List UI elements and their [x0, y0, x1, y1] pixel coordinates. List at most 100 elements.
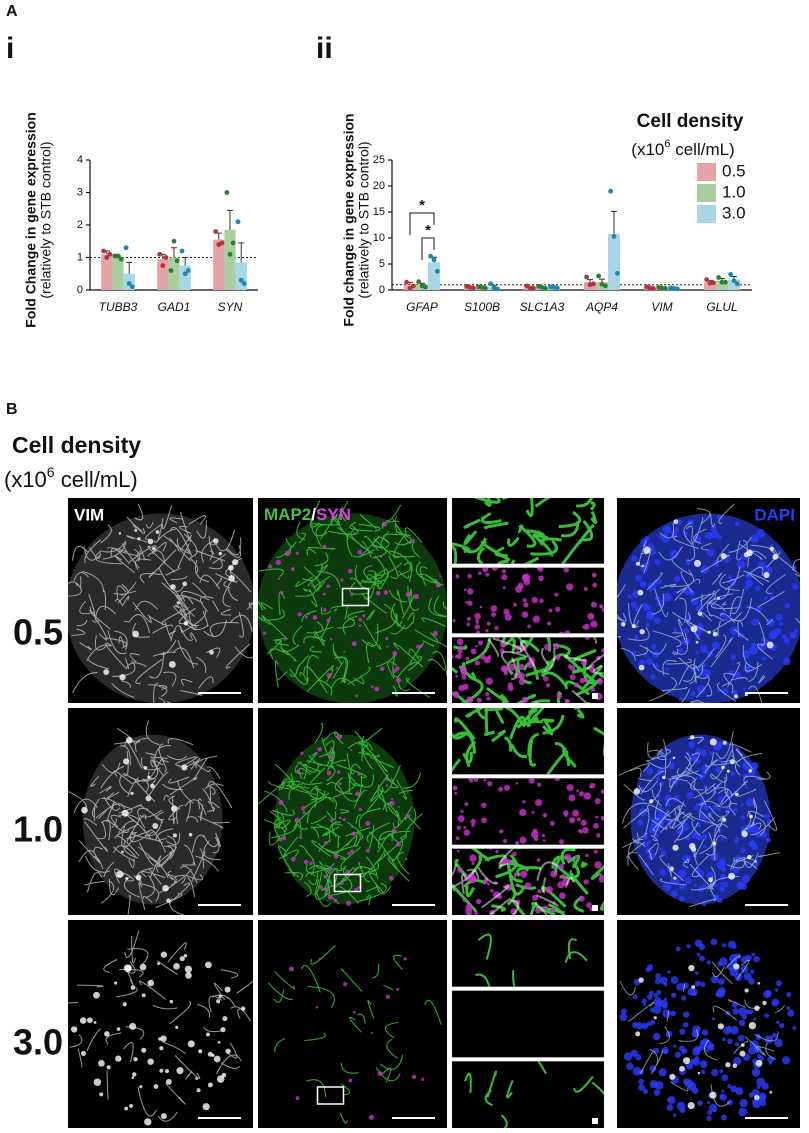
puncta [478, 640, 484, 646]
error-bar [238, 242, 245, 263]
puncta [240, 1006, 246, 1011]
puncta [517, 582, 524, 590]
puncta [323, 874, 328, 879]
puncta [620, 1008, 628, 1015]
x-tick-label: GFAP [406, 300, 438, 314]
puncta [392, 668, 397, 674]
fiber [68, 930, 253, 1122]
puncta [350, 849, 354, 854]
puncta [633, 788, 641, 795]
puncta [772, 553, 779, 560]
puncta [454, 791, 458, 795]
puncta [792, 1025, 797, 1031]
puncta [466, 616, 471, 621]
superscript: 6 [47, 464, 55, 480]
puncta [537, 782, 542, 787]
puncta [772, 1032, 778, 1038]
puncta [678, 1045, 685, 1052]
puncta [653, 1047, 660, 1054]
data-point [185, 268, 191, 273]
puncta [448, 863, 451, 866]
puncta [713, 743, 721, 751]
puncta [133, 1057, 138, 1062]
puncta [695, 640, 699, 644]
puncta [153, 1084, 159, 1089]
puncta [351, 641, 357, 647]
puncta [569, 674, 576, 681]
puncta [708, 1045, 714, 1051]
puncta [654, 978, 661, 985]
fiber [617, 503, 800, 703]
puncta [734, 521, 740, 527]
puncta [368, 1114, 375, 1120]
puncta [495, 850, 499, 854]
puncta [308, 613, 311, 616]
puncta [218, 994, 222, 999]
puncta [205, 961, 212, 969]
puncta [487, 781, 493, 787]
puncta [649, 799, 654, 804]
puncta [456, 653, 462, 660]
puncta [719, 1069, 724, 1074]
puncta [730, 1025, 739, 1035]
puncta [643, 547, 651, 554]
image-panel [452, 990, 604, 1058]
bar [716, 280, 728, 290]
puncta [559, 845, 563, 849]
puncta [347, 568, 353, 574]
puncta [706, 548, 715, 557]
puncta [555, 606, 561, 612]
puncta [632, 994, 638, 1000]
puncta [397, 805, 400, 808]
puncta [562, 810, 569, 816]
y-tick-label: 0 [77, 284, 83, 296]
puncta [232, 559, 239, 566]
puncta [749, 814, 753, 819]
y-tick-label: 15 [373, 206, 385, 218]
puncta [699, 749, 708, 757]
puncta [638, 977, 644, 983]
puncta [350, 585, 353, 588]
puncta [159, 1046, 164, 1051]
puncta [518, 672, 525, 680]
puncta [504, 613, 512, 621]
legend-swatch [697, 205, 716, 223]
bar [428, 262, 440, 290]
puncta [646, 605, 652, 611]
puncta [645, 657, 653, 665]
puncta [470, 818, 476, 825]
puncta [757, 561, 766, 570]
puncta [695, 650, 700, 655]
text: SYN [316, 505, 351, 524]
puncta [683, 1011, 690, 1018]
puncta [121, 809, 129, 817]
significance-bracket [421, 237, 435, 260]
puncta [667, 970, 671, 974]
puncta [671, 992, 677, 998]
puncta [213, 1055, 221, 1063]
puncta [774, 988, 779, 992]
puncta [641, 564, 645, 568]
puncta [694, 939, 703, 948]
puncta [352, 831, 356, 835]
data-point [101, 248, 107, 254]
puncta [568, 794, 576, 802]
puncta [742, 687, 746, 691]
puncta [578, 791, 585, 797]
puncta [660, 850, 667, 857]
puncta [673, 1044, 677, 1048]
puncta [139, 963, 147, 971]
puncta [672, 756, 676, 760]
puncta [556, 693, 563, 699]
puncta [775, 980, 782, 987]
puncta [284, 637, 287, 641]
puncta [124, 964, 132, 972]
puncta [524, 882, 532, 890]
puncta [695, 802, 700, 807]
puncta [162, 884, 169, 892]
puncta [717, 807, 721, 812]
puncta [152, 546, 156, 551]
puncta [662, 775, 666, 780]
puncta [486, 882, 490, 886]
puncta [475, 619, 479, 623]
